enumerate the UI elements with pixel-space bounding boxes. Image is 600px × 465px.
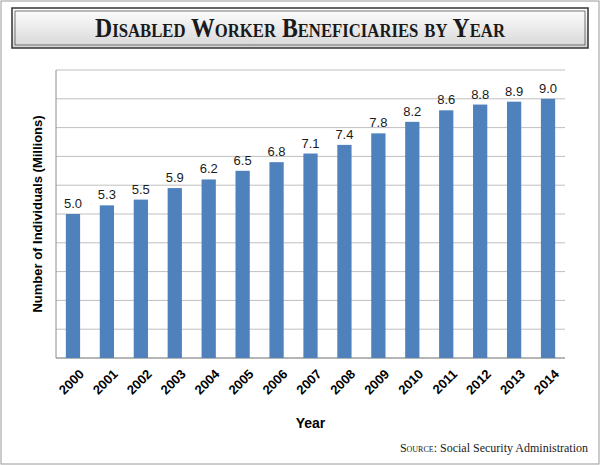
y-axis-title: Number of Individuals (Millions) (30, 115, 45, 312)
chart: Disabled Worker Beneficiaries by Year 5.0… (0, 0, 600, 465)
data-label: 5.0 (64, 196, 82, 211)
data-label: 7.1 (301, 136, 319, 151)
data-label: 8.8 (471, 87, 489, 102)
x-tick-label: 2006 (259, 366, 290, 397)
data-label: 8.6 (437, 92, 455, 107)
data-label: 7.4 (335, 127, 353, 142)
bars (66, 99, 555, 358)
bar (269, 162, 283, 358)
data-label: 5.5 (132, 182, 150, 197)
data-label: 6.8 (268, 144, 286, 159)
x-tick-label: 2000 (56, 366, 87, 397)
bar (66, 214, 80, 358)
bar (439, 110, 453, 358)
data-label: 8.9 (505, 84, 523, 99)
x-tick-label: 2003 (158, 366, 189, 397)
data-label: 6.5 (234, 153, 252, 168)
bar (507, 102, 521, 358)
title-box (12, 8, 588, 48)
data-label: 5.3 (98, 187, 116, 202)
x-tick-label: 2004 (192, 366, 224, 398)
x-tick-label: 2002 (124, 366, 155, 397)
x-tick-label: 2001 (90, 366, 121, 397)
x-tick-label: 2008 (327, 366, 358, 397)
bar (473, 105, 487, 358)
annotation: Source: Social Security Administration (400, 441, 588, 455)
bar (405, 122, 419, 358)
bar (202, 179, 216, 358)
grid-line (56, 127, 565, 128)
x-tick-label: 2009 (361, 366, 392, 397)
chart-root: Disabled Worker Beneficiaries by Year 5.0… (0, 0, 600, 465)
x-axis-title: Year (296, 415, 326, 431)
data-label: 8.2 (403, 104, 421, 119)
bar (168, 188, 182, 358)
x-tick-label: 2012 (463, 366, 494, 397)
x-tick-label: 2011 (430, 366, 461, 397)
data-label: 5.9 (166, 170, 184, 185)
bar (541, 99, 555, 358)
bar (371, 133, 385, 358)
data-label: 9.0 (539, 81, 557, 96)
data-label: 6.2 (200, 161, 218, 176)
grid-line (56, 70, 565, 71)
bar (100, 205, 114, 358)
outer-frame (1, 1, 599, 464)
y-axis-line (56, 70, 57, 358)
x-tick-label: 2010 (395, 366, 426, 397)
x-tick-label: 2005 (225, 366, 256, 397)
title-box-inner (15, 11, 585, 45)
bar (337, 145, 351, 358)
bar (134, 200, 148, 358)
title: Disabled Worker Beneficiaries by Year (95, 13, 505, 43)
x-tick-label: 2013 (497, 366, 528, 397)
bar (236, 171, 250, 358)
x-tick-label: 2014 (531, 366, 563, 398)
data-label: 7.8 (369, 115, 387, 130)
x-tick-label: 2007 (293, 366, 324, 397)
bar (303, 154, 317, 358)
